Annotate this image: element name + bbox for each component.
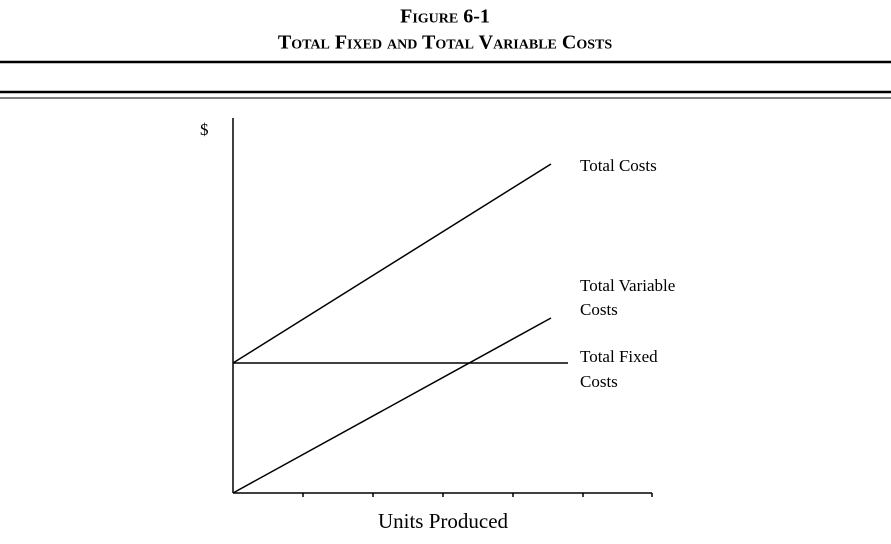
figure-title: Total Fixed and Total Variable Costs <box>278 32 612 54</box>
total-costs-line <box>232 163 552 364</box>
line-label: Costs <box>580 300 618 319</box>
line-label: Total Costs <box>580 156 657 175</box>
line-label: Total Variable <box>580 276 675 295</box>
figure-number: Figure 6-1 <box>400 6 490 28</box>
line-label: Total Fixed <box>580 347 658 366</box>
variable-costs-line <box>232 317 552 494</box>
line-label: Costs <box>580 372 618 391</box>
y-axis-label: $ <box>200 120 209 139</box>
x-axis-label: Units Produced <box>378 509 509 533</box>
